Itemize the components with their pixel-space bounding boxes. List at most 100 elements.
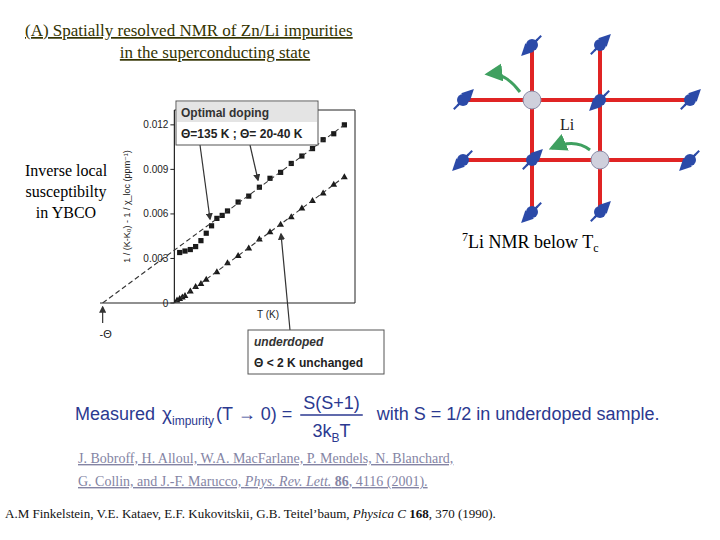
square-point [182, 248, 187, 253]
title: in the superconducting state [120, 43, 310, 62]
annotation-box [176, 101, 318, 145]
side-label: in YBCO [36, 204, 96, 221]
cu-site [526, 154, 538, 166]
spin-arrow [594, 36, 609, 51]
side-label: susceptibilty [26, 183, 107, 201]
reference-part: G. Collin, and J.-F. Marucco, [78, 474, 245, 489]
slide: (A) Spatially resolved NMR of Zn/Li impu… [0, 0, 720, 540]
reference-part: , 370 (1990). [429, 506, 496, 521]
y-tick [170, 303, 174, 304]
cu-site [526, 39, 538, 51]
formula-text: with S = 1/2 in underdoped sample. [376, 404, 660, 424]
square-point [198, 238, 203, 243]
bond [530, 42, 534, 212]
cu-site [594, 206, 606, 218]
y-axis-label: 1 / (K-K₀) - 1 / χ_loc (ppm⁻¹) [122, 150, 132, 263]
diagram-caption: 7Li NMR below Tc [462, 230, 599, 255]
li-site [591, 151, 609, 169]
y-tick-label: 0.003 [143, 253, 168, 264]
denominator-sub: B [332, 431, 340, 445]
lattice-diagram: Li 7Li NMR below Tc [454, 36, 699, 255]
cu-site [594, 39, 606, 51]
reference-part: Physica C [352, 506, 406, 521]
reference-part: , 4116 (2001). [349, 474, 428, 490]
cu-site [457, 154, 469, 166]
spin-arrow [454, 154, 469, 169]
induced-moment-arrow [488, 74, 520, 92]
li-site [523, 91, 541, 109]
annotation: Θ < 2 K unchanged [254, 356, 363, 370]
y-tick [170, 169, 174, 170]
reference-part: 168 [406, 506, 429, 521]
formula-text: Measured [75, 404, 160, 424]
li-label: Li [560, 116, 575, 133]
title: (A) Spatially resolved NMR of Zn/Li impu… [25, 21, 353, 40]
y-tick [170, 213, 174, 214]
formula-symbol: χ [162, 403, 172, 424]
y-tick [170, 258, 174, 259]
spin-arrow [591, 94, 606, 109]
annotation-box [248, 330, 384, 374]
square-point [193, 244, 198, 249]
frame [355, 110, 356, 303]
y-tick [170, 124, 174, 125]
formula-subscript: impurity [172, 414, 214, 428]
spin-arrow [526, 151, 541, 166]
y-tick-label: 0.006 [143, 208, 168, 219]
chart: 0 0.003 0.006 0.009 0.012 1 / (K-K₀) - 1 / χ_… [100, 101, 384, 374]
spin-arrow [523, 206, 538, 221]
spin-arrow [681, 154, 696, 169]
annotation-arrow [200, 145, 210, 219]
triangle-point [330, 181, 337, 187]
reference-part: J. Bobroff, H. Alloul, W.A. MacFarlane, … [78, 451, 453, 466]
reference: G. Collin, and J.-F. Marucco, Phys. Rev.… [78, 474, 428, 490]
y-axis [174, 110, 175, 303]
square-point [188, 247, 193, 252]
formula-denominator: 3kBT [312, 421, 350, 445]
caption-main: Li NMR below T [468, 232, 593, 252]
y-tick-label: 0.009 [143, 164, 168, 175]
theta-arrow [102, 307, 103, 323]
y-tick-label: 0 [163, 298, 169, 309]
denominator-part: T [340, 421, 351, 441]
x-axis [100, 302, 355, 303]
reference-part: Phys. Rev. Lett. [244, 474, 331, 489]
reference-part: 86 [331, 474, 349, 489]
reference: A.M Finkelstein, V.E. Kataev, E.F. Kukov… [5, 506, 496, 521]
side-label: Inverse local [25, 162, 108, 179]
fit-line [103, 125, 345, 303]
square-point [209, 223, 214, 228]
data [103, 122, 348, 303]
spin-arrow [594, 203, 609, 218]
cu-site [684, 94, 696, 106]
annotation: Optimal doping [181, 106, 269, 120]
cu-site [526, 206, 538, 218]
formula-numerator: S(S+1) [303, 393, 360, 413]
denominator-part: 3k [312, 421, 332, 441]
spin-arrow [457, 91, 472, 106]
x-axis-label: T (K) [257, 309, 279, 320]
spin-arrow [684, 91, 699, 106]
cu-site [457, 94, 469, 106]
bond [463, 158, 690, 162]
formula-text: (T → 0) = [216, 404, 292, 424]
annotation-header [177, 102, 317, 122]
caption-sub: c [593, 241, 598, 255]
bond [598, 42, 602, 212]
y-tick-label: 0.012 [143, 119, 168, 130]
annotation-arrow [250, 145, 258, 180]
theta-label: -Θ [100, 328, 113, 340]
cu-site [594, 94, 606, 106]
annotation-arrow [281, 234, 290, 330]
induced-moment-arrow [552, 143, 590, 150]
spin-arrow [523, 39, 538, 54]
cu-site [684, 154, 696, 166]
annotation: Θ=135 K ; Θ= 20-40 K [181, 127, 303, 141]
reference: J. Bobroff, H. Alloul, W.A. MacFarlane, … [78, 451, 453, 466]
square-point [177, 250, 182, 255]
square-point [204, 231, 209, 236]
annotation: underdoped [254, 335, 324, 349]
fraction-bar [300, 414, 363, 415]
reference-part: A.M Finkelstein, V.E. Kataev, E.F. Kukov… [5, 506, 353, 521]
bond [463, 98, 690, 102]
